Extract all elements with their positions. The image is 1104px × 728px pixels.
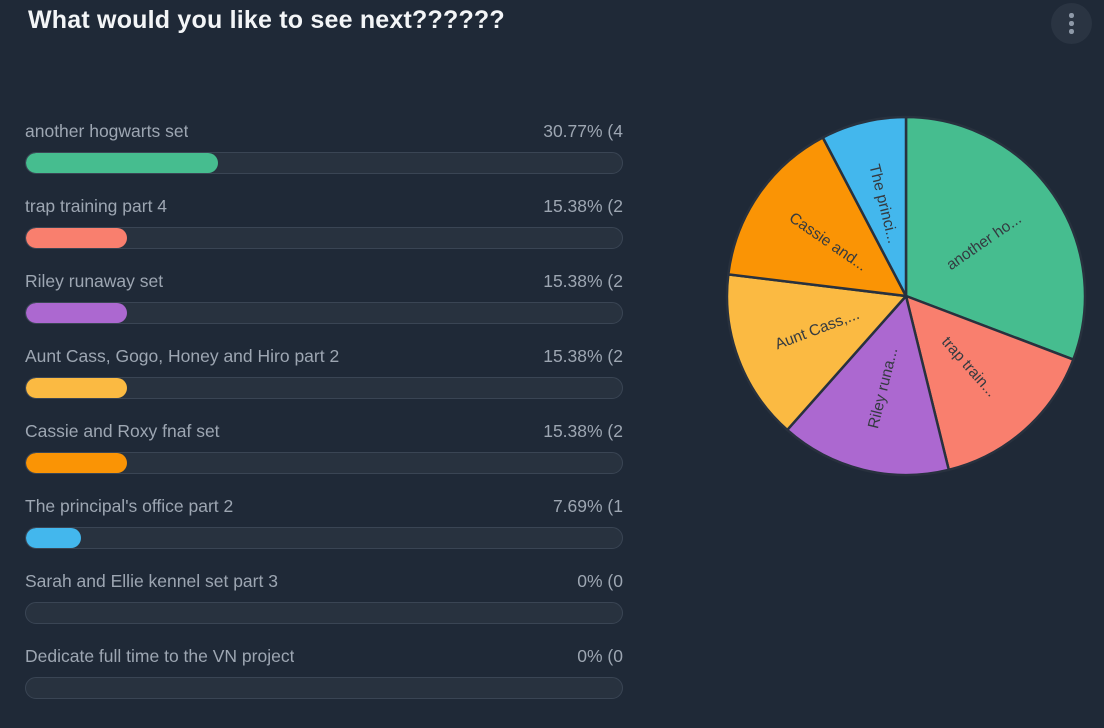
option-percent: 15.38% (2 bbox=[543, 196, 623, 216]
option-percent: 15.38% (2 bbox=[543, 271, 623, 291]
poll-option-header: Dedicate full time to the VN project 0% … bbox=[25, 644, 623, 668]
option-percent: 15.38% (2 bbox=[543, 421, 623, 441]
poll-results-list: another hogwarts set 30.77% (4 trap trai… bbox=[25, 119, 623, 719]
option-label: Cassie and Roxy fnaf set bbox=[25, 421, 220, 441]
poll-option-row: The principal's office part 2 7.69% (1 bbox=[25, 494, 623, 549]
option-percent: 0% (0 bbox=[577, 571, 623, 591]
option-bar-track bbox=[25, 302, 623, 324]
poll-option-header: Cassie and Roxy fnaf set 15.38% (2 bbox=[25, 419, 623, 443]
poll-option-header: another hogwarts set 30.77% (4 bbox=[25, 119, 623, 143]
poll-option-row: trap training part 4 15.38% (2 bbox=[25, 194, 623, 249]
poll-option-row: Sarah and Ellie kennel set part 3 0% (0 bbox=[25, 569, 623, 624]
option-bar-fill bbox=[26, 303, 127, 323]
option-bar-track bbox=[25, 227, 623, 249]
poll-option-row: Aunt Cass, Gogo, Honey and Hiro part 2 1… bbox=[25, 344, 623, 399]
option-bar-fill bbox=[26, 528, 81, 548]
option-percent: 15.38% (2 bbox=[543, 346, 623, 366]
poll-option-row: another hogwarts set 30.77% (4 bbox=[25, 119, 623, 174]
option-label: trap training part 4 bbox=[25, 196, 168, 216]
poll-option-header: The principal's office part 2 7.69% (1 bbox=[25, 494, 623, 518]
kebab-menu-button[interactable] bbox=[1051, 3, 1092, 44]
pie-chart: another ho... trap train... Riley runa... A… bbox=[724, 114, 1088, 478]
option-label: Sarah and Ellie kennel set part 3 bbox=[25, 571, 278, 591]
pie-slice bbox=[786, 294, 951, 477]
kebab-menu-icon bbox=[1069, 21, 1074, 26]
kebab-menu-icon bbox=[1069, 29, 1074, 34]
poll-option-row: Riley runaway set 15.38% (2 bbox=[25, 269, 623, 324]
pie-slice bbox=[727, 136, 908, 298]
option-percent: 7.69% (1 bbox=[552, 496, 623, 516]
option-label: Aunt Cass, Gogo, Honey and Hiro part 2 bbox=[25, 346, 340, 366]
poll-option-header: Aunt Cass, Gogo, Honey and Hiro part 2 1… bbox=[25, 344, 623, 368]
option-label: The principal's office part 2 bbox=[25, 496, 234, 516]
option-label: Riley runaway set bbox=[25, 271, 164, 291]
option-bar-fill bbox=[26, 228, 127, 248]
option-bar-track bbox=[25, 377, 623, 399]
pie-slice bbox=[821, 115, 908, 298]
pie-slice bbox=[904, 115, 1087, 361]
option-bar-track bbox=[25, 152, 623, 174]
poll-option-row: Dedicate full time to the VN project 0% … bbox=[25, 644, 623, 699]
poll-title: What would you like to see next?????? bbox=[28, 6, 505, 34]
option-percent: 0% (0 bbox=[577, 646, 623, 666]
option-bar-track bbox=[25, 602, 623, 624]
option-label: Dedicate full time to the VN project bbox=[25, 646, 295, 666]
option-bar-fill bbox=[26, 378, 127, 398]
option-label: another hogwarts set bbox=[25, 121, 189, 141]
pie-slice bbox=[725, 273, 908, 432]
poll-option-header: trap training part 4 15.38% (2 bbox=[25, 194, 623, 218]
option-bar-fill bbox=[26, 153, 219, 173]
poll-option-header: Riley runaway set 15.38% (2 bbox=[25, 269, 623, 293]
poll-option-row: Cassie and Roxy fnaf set 15.38% (2 bbox=[25, 419, 623, 474]
option-bar-fill bbox=[26, 453, 127, 473]
poll-option-header: Sarah and Ellie kennel set part 3 0% (0 bbox=[25, 569, 623, 593]
option-percent: 30.77% (4 bbox=[543, 121, 623, 141]
option-bar-track bbox=[25, 677, 623, 699]
pie-slice bbox=[904, 294, 1075, 472]
option-bar-track bbox=[25, 527, 623, 549]
kebab-menu-icon bbox=[1069, 13, 1074, 18]
option-bar-track bbox=[25, 452, 623, 474]
